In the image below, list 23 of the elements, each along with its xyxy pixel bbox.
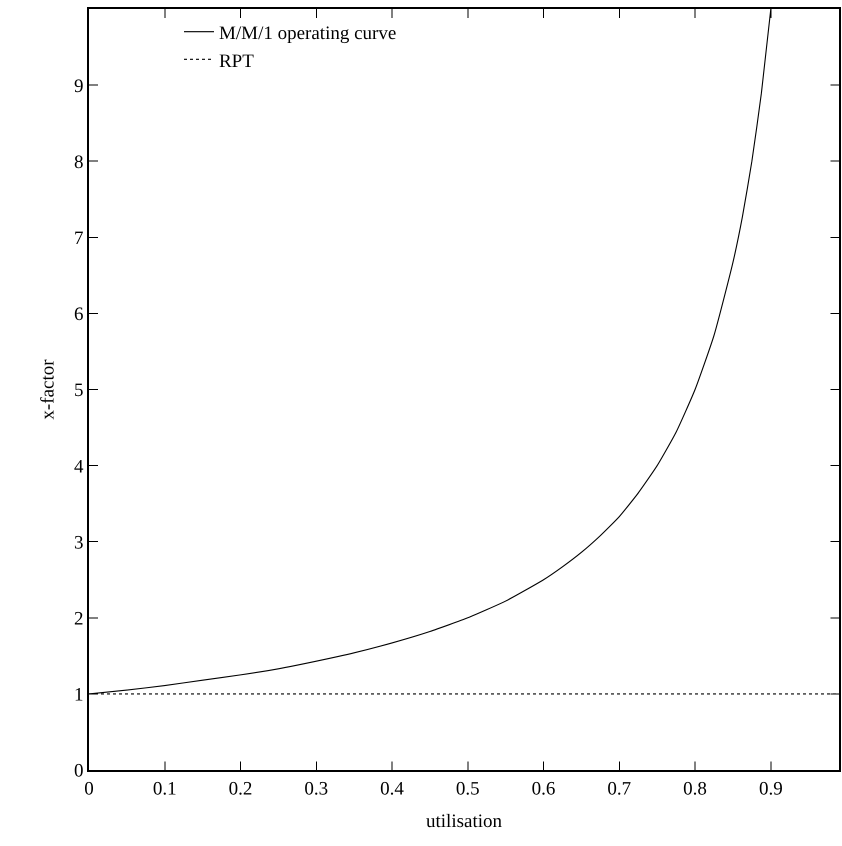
x-tick-label: 0.8: [683, 778, 707, 800]
y-tick-label: 7: [74, 228, 84, 249]
x-tick-label: 0.4: [380, 778, 404, 800]
x-tick-label: 0.7: [607, 778, 632, 800]
x-tick-label: 0.2: [228, 778, 252, 800]
x-tick-label: 0.6: [532, 778, 556, 800]
legend-label: M/M/1 operating curve: [219, 23, 396, 44]
x-axis-title: utilisation: [426, 810, 502, 832]
x-tick-label: 0.3: [304, 778, 328, 800]
y-tick-label: 4: [74, 456, 84, 478]
x-tick-label: 0.1: [152, 778, 177, 800]
y-tick-label: 3: [74, 532, 84, 554]
y-tick-label: 1: [74, 684, 84, 706]
y-tick-label: 9: [74, 76, 84, 97]
y-tick-label: 2: [74, 608, 84, 630]
legend-label: RPT: [219, 50, 254, 72]
y-tick-label: 0: [74, 760, 84, 782]
x-tick-label: 0.5: [456, 778, 480, 800]
y-tick-label: 8: [74, 152, 84, 173]
x-tick-label: 0.9: [758, 778, 783, 800]
y-tick-label: 5: [74, 380, 84, 402]
y-tick-label: 6: [74, 304, 84, 326]
y-axis-title: x-factor: [37, 358, 58, 420]
